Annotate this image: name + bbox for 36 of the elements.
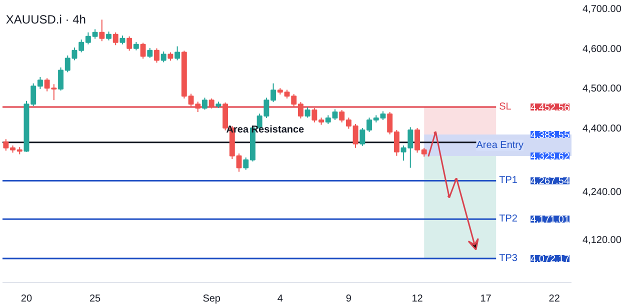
y-tick-label: 4,120.00 [582, 234, 622, 246]
candlestick [174, 46, 180, 61]
x-tick-label: 9 [346, 294, 352, 304]
y-tick-label: 4,600.00 [582, 44, 622, 55]
candlestick [222, 102, 228, 131]
candlestick [202, 97, 208, 110]
candlestick [154, 48, 160, 64]
x-tick-label: 4 [277, 294, 284, 304]
annotation: 4,072.17 [530, 254, 570, 266]
annotation: 4,329.62 [530, 152, 570, 163]
band-label: Area Entry [476, 140, 524, 151]
candlestick [147, 47, 153, 58]
candlestick [126, 36, 132, 52]
candlestick [208, 98, 214, 109]
y-tick-label: 4,700.00 [582, 4, 622, 15]
x-tick-label: 22 [548, 294, 560, 304]
annotation: 4,452.56 [530, 102, 570, 114]
x-tick-label: 12 [412, 294, 424, 304]
candlestick [99, 19, 105, 42]
x-tick-label: Sep [202, 294, 221, 304]
annotation: 4,267.54 [530, 176, 570, 188]
y-tick-label: 4,500.00 [582, 84, 622, 95]
ref-line-label: SL [499, 102, 512, 113]
y-tick-label: 4,400.00 [582, 123, 622, 134]
x-tick-label: 25 [89, 294, 102, 304]
candlestick [160, 51, 166, 63]
candlestick [304, 106, 310, 118]
ref-line-label: TP1 [499, 175, 518, 186]
ref-line-label: TP3 [499, 253, 518, 264]
x-tick-label: 17 [480, 294, 492, 304]
chart-title: XAUUSD.i · 4h [6, 12, 86, 26]
candlestick [140, 42, 146, 60]
x-tick-label: 20 [20, 294, 32, 304]
y-tick-label: 4,240.00 [582, 187, 622, 198]
ref-line-label: TP2 [499, 214, 518, 225]
candlestick [112, 32, 118, 46]
